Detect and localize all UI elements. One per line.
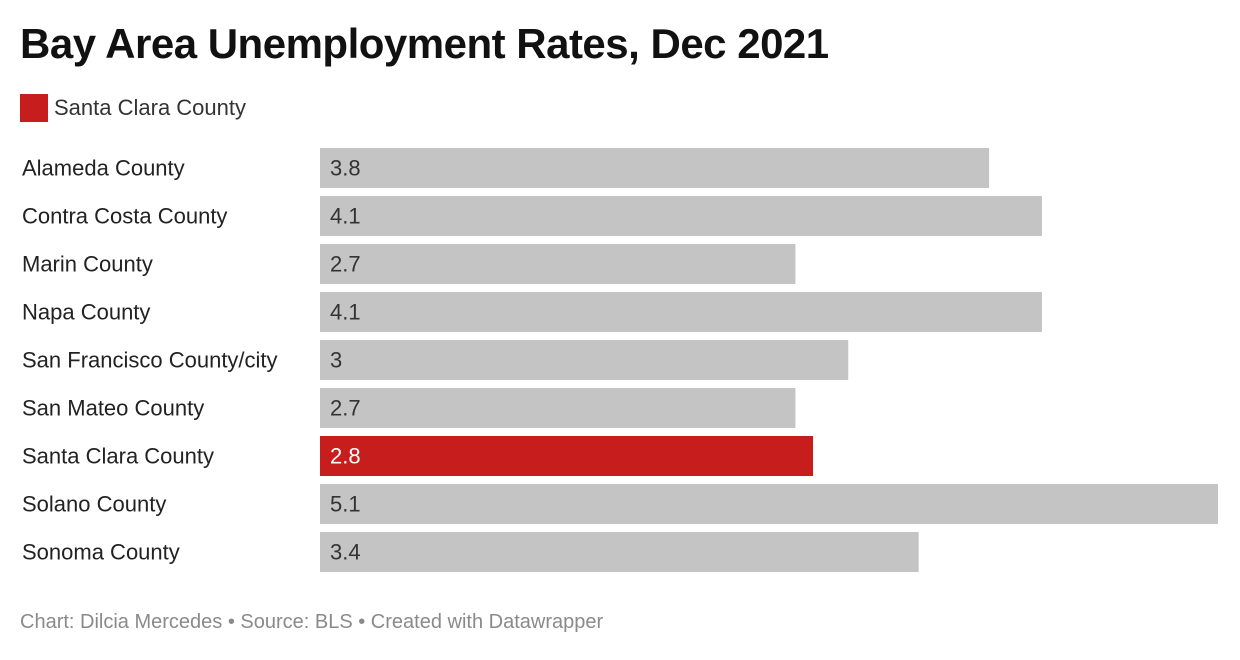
bar bbox=[320, 340, 849, 380]
bar-row: Santa Clara County 2.8 bbox=[22, 436, 814, 476]
value-label: 3 bbox=[330, 348, 342, 373]
bar-row: Napa County 4.1 bbox=[22, 292, 1042, 332]
bar-row: Alameda County 3.8 bbox=[22, 148, 990, 188]
bar-row: San Mateo County 2.7 bbox=[22, 388, 796, 428]
category-label: San Francisco County/city bbox=[22, 348, 278, 373]
bar-row: Sonoma County 3.4 bbox=[22, 532, 919, 572]
chart-title: Bay Area Unemployment Rates, Dec 2021 bbox=[20, 20, 829, 67]
bar-row: Marin County 2.7 bbox=[22, 244, 796, 284]
category-label: San Mateo County bbox=[22, 396, 204, 421]
bar bbox=[320, 484, 1218, 524]
chart-footer: Chart: Dilcia Mercedes • Source: BLS • C… bbox=[20, 611, 604, 633]
value-label: 4.1 bbox=[330, 204, 361, 229]
category-label: Santa Clara County bbox=[22, 444, 214, 469]
value-label: 2.7 bbox=[330, 396, 361, 421]
bar-highlight bbox=[320, 436, 814, 476]
value-label: 5.1 bbox=[330, 492, 361, 517]
bar bbox=[320, 244, 796, 284]
category-label: Sonoma County bbox=[22, 540, 180, 565]
bar bbox=[320, 388, 796, 428]
bar bbox=[320, 196, 1042, 236]
category-label: Napa County bbox=[22, 300, 150, 325]
category-label: Marin County bbox=[22, 252, 153, 277]
legend-label: Santa Clara County bbox=[54, 95, 246, 120]
value-label: 3.8 bbox=[330, 156, 361, 181]
bar-row: San Francisco County/city 3 bbox=[22, 340, 849, 380]
bar-row: Contra Costa County 4.1 bbox=[22, 196, 1042, 236]
bar-row: Solano County 5.1 bbox=[22, 484, 1218, 524]
category-label: Solano County bbox=[22, 492, 166, 517]
bar bbox=[320, 292, 1042, 332]
legend: Santa Clara County bbox=[20, 93, 246, 123]
bar bbox=[320, 532, 919, 572]
bar-chart: Alameda County 3.8 Contra Costa County 4.1 M… bbox=[22, 148, 1218, 572]
legend-swatch bbox=[20, 94, 48, 122]
value-label: 2.8 bbox=[330, 444, 361, 469]
value-label: 2.7 bbox=[330, 252, 361, 277]
category-label: Alameda County bbox=[22, 156, 185, 181]
value-label: 3.4 bbox=[330, 540, 361, 565]
bar bbox=[320, 148, 990, 188]
value-label: 4.1 bbox=[330, 300, 361, 325]
category-label: Contra Costa County bbox=[22, 204, 227, 229]
